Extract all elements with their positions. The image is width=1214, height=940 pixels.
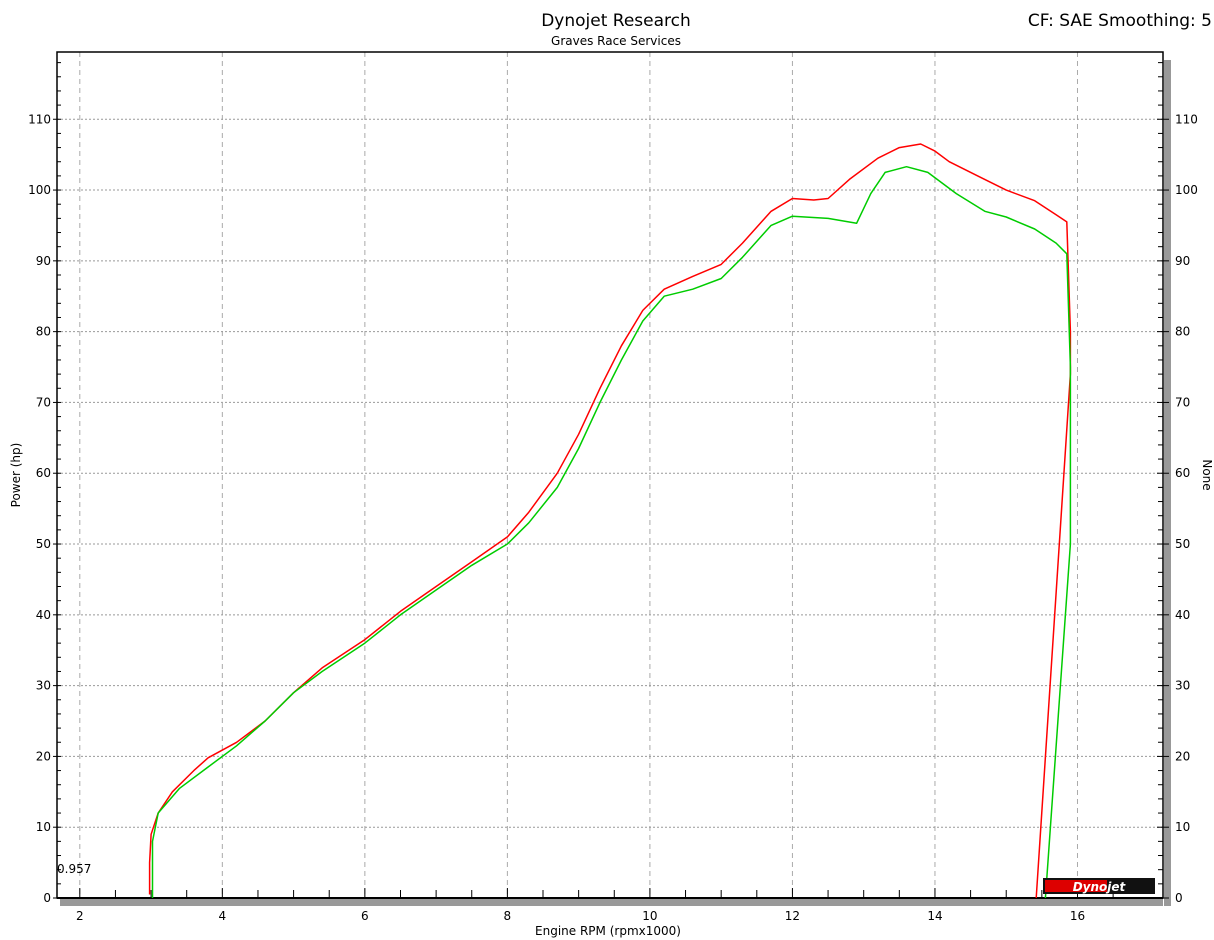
x-tick-label: 14	[927, 909, 942, 923]
dynojet-logo: Dynojet	[1043, 878, 1155, 894]
x-tick-label: 8	[504, 909, 512, 923]
x-tick-label: 16	[1070, 909, 1085, 923]
x-tick-label: 6	[361, 909, 369, 923]
x-axis-label: Engine RPM (rpmx1000)	[535, 924, 681, 938]
y2-tick-label: 100	[1175, 183, 1198, 197]
axes: 2 4 6 8 10 12 14 16 0 0 10 10 20 20 30 30 40 40 50 50 60 60 70…	[28, 51, 1198, 923]
y-tick-label: 70	[36, 395, 51, 409]
series-line-1	[148, 143, 1072, 899]
y-axis-label: Power (hp)	[9, 443, 23, 508]
y2-tick-label: 60	[1175, 466, 1190, 480]
x-tick-label: 12	[785, 909, 800, 923]
chart-title: Dynojet Research	[541, 11, 691, 31]
y2-tick-label: 0	[1175, 891, 1183, 905]
y2-tick-label: 10	[1175, 820, 1190, 834]
y2-tick-label: 70	[1175, 395, 1190, 409]
plot-frame	[56, 51, 1164, 899]
y-tick-label: 80	[36, 325, 51, 339]
chart-subtitle: Graves Race Services	[551, 34, 681, 48]
y-tick-label: 60	[36, 466, 51, 480]
y2-tick-label: 20	[1175, 749, 1190, 763]
y-tick-label: 100	[28, 183, 51, 197]
svg-text:Dynojet: Dynojet	[1073, 880, 1127, 894]
y2-tick-label: 90	[1175, 254, 1190, 268]
y2-tick-label: 80	[1175, 325, 1190, 339]
correction-factor-annotation: 0.957	[57, 862, 91, 876]
y-tick-label: 20	[36, 749, 51, 763]
x-tick-label: 4	[219, 909, 227, 923]
y-tick-label: 110	[28, 112, 51, 126]
y-tick-label: 50	[36, 537, 51, 551]
y-tick-label: 0	[43, 891, 51, 905]
y2-tick-label: 30	[1175, 679, 1190, 693]
y-tick-label: 40	[36, 608, 51, 622]
x-tick-label: 10	[642, 909, 657, 923]
y-tick-label: 90	[36, 254, 51, 268]
series-line-2	[151, 165, 1072, 899]
grid	[57, 52, 1163, 898]
y-tick-label: 30	[36, 679, 51, 693]
y2-tick-label: 50	[1175, 537, 1190, 551]
y2-tick-label: 40	[1175, 608, 1190, 622]
y2-axis-bar	[1164, 60, 1171, 906]
corner-note: CF: SAE Smoothing: 5	[1028, 11, 1212, 31]
y2-axis-label: None	[1200, 459, 1214, 490]
x-tick-label: 2	[76, 909, 84, 923]
series	[148, 143, 1072, 899]
y2-tick-label: 110	[1175, 112, 1198, 126]
x-axis-bar	[60, 898, 1163, 906]
y-tick-label: 10	[36, 820, 51, 834]
